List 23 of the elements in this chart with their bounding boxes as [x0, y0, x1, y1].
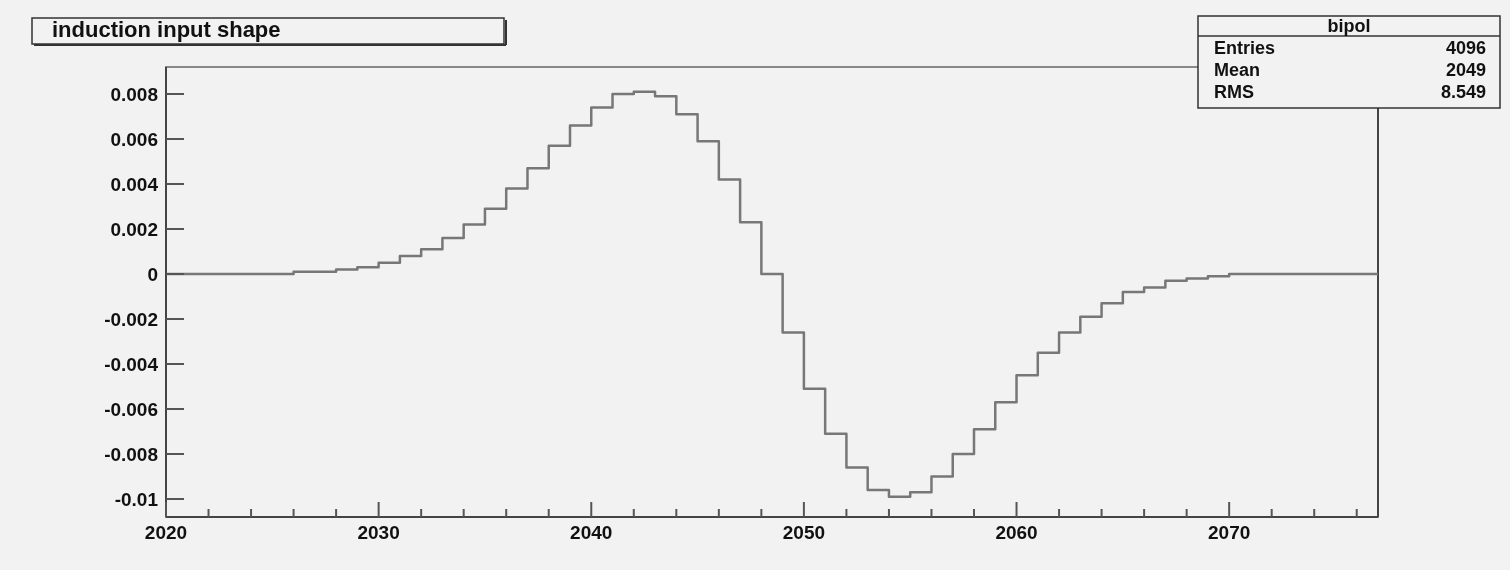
- text: 2049: [1445, 60, 1486, 80]
- y-tick-label: -0.002: [104, 308, 158, 330]
- text: Entries: [1214, 38, 1276, 58]
- y-tick-label: 0: [147, 263, 158, 285]
- annotation: RMS: [1214, 82, 1254, 102]
- x-tick-label: 2070: [1208, 522, 1251, 543]
- y-tick-label: 0.006: [110, 128, 158, 150]
- y-tick-label: 0.002: [110, 218, 158, 240]
- y-tick-label: 0.008: [110, 83, 158, 105]
- y-tick-label: -0.004: [104, 353, 159, 375]
- x-tick-label: 2030: [357, 522, 400, 543]
- text: 8.549: [1440, 82, 1486, 102]
- y-tick-label: 0.004: [110, 173, 159, 195]
- text: bipol: [1327, 16, 1371, 36]
- annotation: Mean: [1214, 60, 1261, 80]
- x-tick-label: 2050: [782, 522, 826, 543]
- y-tick-label: -0.008: [104, 443, 158, 465]
- text: 4096: [1445, 38, 1486, 58]
- x-tick-label: 2060: [995, 522, 1038, 543]
- x-tick-label: 2020: [144, 522, 188, 543]
- x-tick-label: 2040: [570, 522, 613, 543]
- y-tick-label: -0.01: [114, 488, 159, 510]
- y-tick-label: -0.006: [104, 398, 158, 420]
